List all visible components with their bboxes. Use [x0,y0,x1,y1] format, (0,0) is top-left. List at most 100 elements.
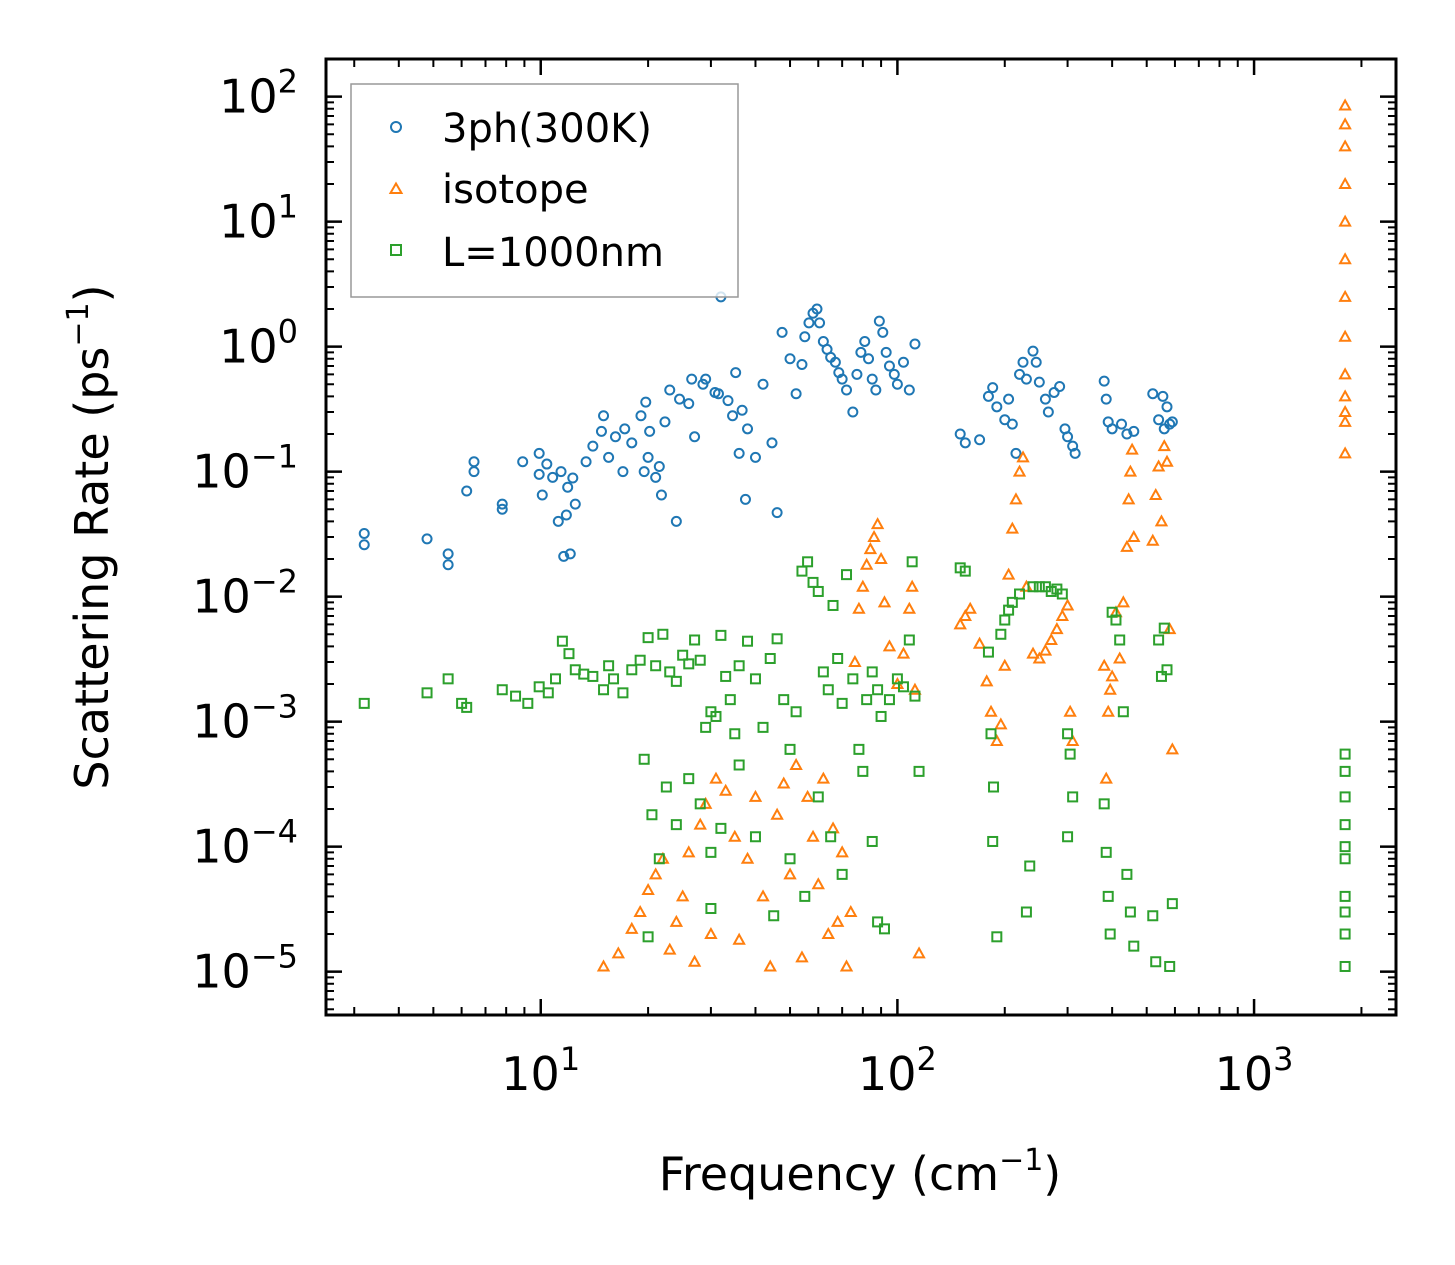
data-point [728,829,742,842]
data-point [742,635,754,647]
data-point [720,670,732,682]
data-point [912,946,926,959]
data-point [655,489,667,501]
data-point [1121,868,1133,880]
data-point [587,440,599,452]
data-point [984,704,998,717]
legend-label-l1000nm: L=1000nm [442,230,664,276]
data-point [872,684,884,696]
data-point [803,317,815,329]
data-point [811,877,825,890]
data-point [638,753,650,765]
data-point [990,733,1004,747]
data-point [1125,442,1139,455]
data-point [1065,733,1080,747]
data-point [1067,791,1079,803]
data-point [598,410,610,422]
data-point [718,783,733,796]
data-point [1099,771,1113,784]
data-point [670,675,682,687]
y-tick-label: 10−3 [192,688,298,749]
y-tick-label: 10−2 [192,563,298,624]
data-point [959,565,971,577]
data-point [569,498,581,510]
data-point [522,697,534,709]
data-point [705,846,717,858]
data-point [1017,356,1029,368]
data-point [909,338,921,350]
data-point [880,346,892,358]
data-point [1124,906,1136,918]
data-point [1160,454,1174,467]
data-point [841,569,853,581]
data-point [796,358,808,370]
data-point [1069,447,1081,459]
data-point [863,542,878,555]
data-point [847,406,859,418]
data-point [533,681,545,693]
data-point [832,652,844,664]
data-point [799,331,811,343]
data-point [1100,846,1112,858]
data-point [1338,214,1352,227]
data-point [1338,414,1352,427]
data-point [1064,748,1076,760]
data-point [729,728,741,740]
data-point [1120,539,1134,552]
data-point [1153,414,1165,426]
legend: 3ph(300K) isotope L=1000nm [350,83,739,298]
data-point [642,931,654,943]
data-point [985,728,997,740]
data-point [670,819,682,831]
data-point [659,416,671,428]
data-point [784,853,796,865]
data-point [547,471,559,483]
data-point [817,666,829,678]
data-point [853,743,865,755]
data-point [558,550,570,562]
data-point [829,356,841,368]
data-point [974,434,986,446]
data-point [875,710,887,722]
y-tick-labels: 102 101 100 10−1 10−2 10−3 10−4 10−5 [192,63,298,999]
data-point [1104,928,1116,940]
data-point [1155,670,1167,682]
data-point [991,931,1003,943]
data-point [733,759,745,771]
data-point [421,687,433,699]
data-point [836,373,848,385]
data-point [1010,447,1022,459]
data-point [442,548,454,560]
data-point [496,684,508,696]
data-point [980,674,994,687]
data-point [790,388,802,400]
data-point [998,658,1012,671]
data-point [650,471,662,483]
data-point [1339,928,1351,940]
data-point [1032,651,1047,664]
data-point [988,781,1000,793]
data-point [1339,853,1351,865]
data-point [646,809,658,821]
data-point [825,831,837,843]
data-point [562,481,574,493]
data-point [866,373,878,385]
data-point [816,771,831,784]
data-point [1339,748,1351,760]
major-ticks [326,59,1396,1015]
data-point [709,771,723,784]
plot-frame [324,57,1398,1017]
data-point [958,608,972,622]
data-point [598,684,610,696]
data-point [1026,646,1040,659]
data-point [812,585,824,597]
data-point [358,539,370,551]
data-point [821,926,835,940]
data-point [724,694,736,706]
data-point [1062,831,1074,843]
data-point [1338,389,1352,402]
data-point [861,694,873,706]
points-layer [358,98,1352,972]
data-point [1123,464,1138,477]
data-point [909,690,921,702]
